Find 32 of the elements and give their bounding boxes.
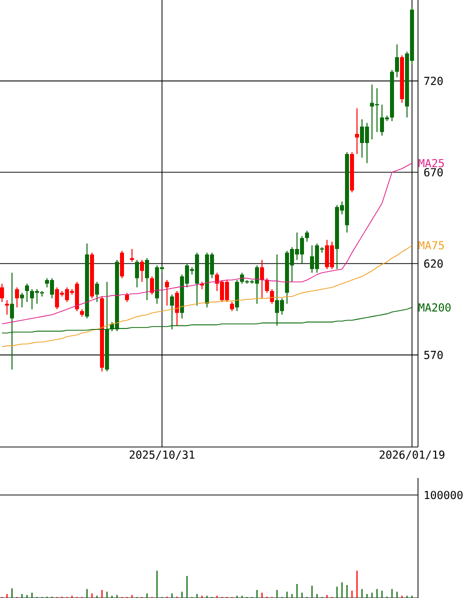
series-label: MA25 — [418, 158, 444, 168]
candlestick — [374, 88, 380, 133]
y-tick-label: 720 — [424, 76, 443, 86]
candlestick — [305, 230, 310, 242]
candlestick — [20, 292, 24, 308]
candlestick — [130, 248, 134, 262]
candlestick — [145, 258, 150, 301]
candlestick — [395, 44, 400, 78]
y-tick-label: 100000 — [424, 490, 463, 500]
series-label: MA75 — [418, 241, 444, 250]
y-tick-label: 670 — [424, 168, 443, 176]
candlestick — [265, 278, 270, 294]
candlestick — [230, 301, 234, 312]
candlestick — [355, 108, 360, 154]
candlestick — [95, 281, 99, 302]
candlestick — [175, 290, 180, 326]
x-tick-label: 2025/10/31 — [130, 450, 194, 460]
candlestick — [125, 292, 130, 302]
candlestick — [150, 276, 154, 296]
candlestick — [260, 259, 264, 299]
candlestick — [25, 283, 29, 302]
x-tick-label: 2026/01/19 — [380, 450, 444, 460]
candlestick — [165, 280, 170, 306]
candlestick — [140, 259, 144, 282]
candlestick — [270, 288, 274, 304]
candlestick — [135, 259, 140, 288]
series-label: MA200 — [418, 303, 451, 312]
candlestick — [15, 286, 19, 308]
candlestick — [0, 283, 4, 302]
candlestick — [120, 250, 124, 279]
y-tick-label: 570 — [424, 350, 443, 360]
y-tick-label: 620 — [424, 259, 443, 268]
